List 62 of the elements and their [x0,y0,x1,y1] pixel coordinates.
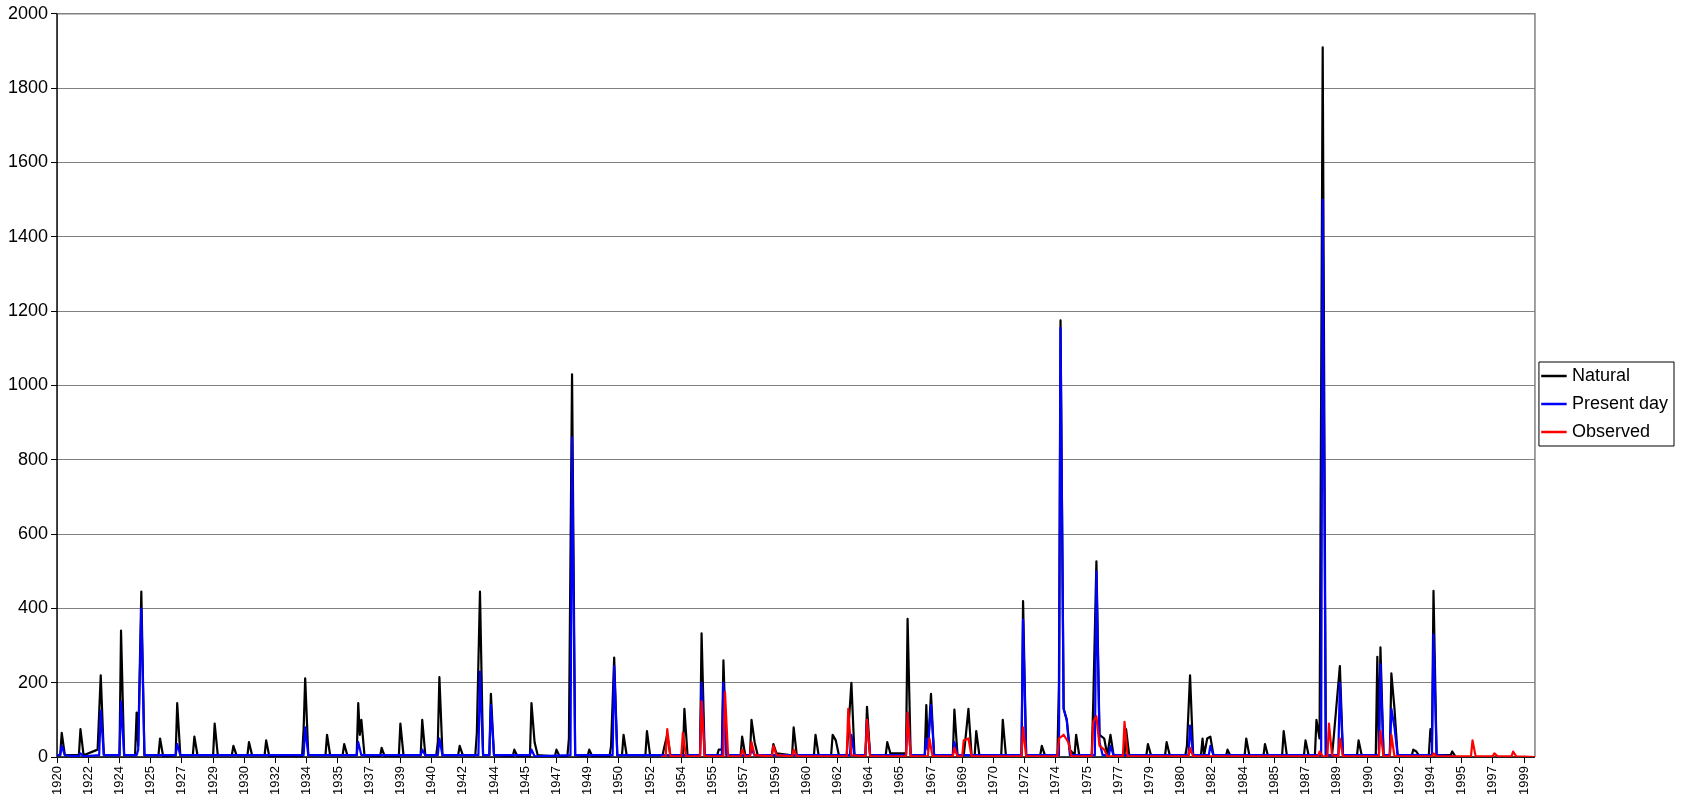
x-tick-label: 1975 [1078,766,1094,795]
x-tick-label: 1940 [423,766,439,795]
y-tick-label: 1200 [8,300,49,321]
x-tick-label: 1972 [1016,766,1032,795]
x-tick-label: 1970 [984,766,1000,795]
x-tick-label: 1930 [235,766,251,795]
y-tick-label: 400 [18,597,49,618]
x-tick-label: 1949 [579,766,595,795]
x-tick-label: 1997 [1484,766,1500,795]
x-tick-label: 1990 [1359,766,1375,795]
x-tick-label: 1980 [1172,766,1188,795]
y-tick-label: 1600 [8,151,49,172]
x-tick-label: 1992 [1390,766,1406,795]
x-tick-label: 1985 [1265,766,1281,795]
y-tick-label: 1000 [8,374,49,395]
x-tick-label: 1987 [1297,766,1313,795]
y-tick-label: 200 [18,671,49,692]
x-tick-label: 1927 [173,766,189,795]
x-tick-label: 1952 [641,766,657,795]
x-tick-label: 1944 [485,766,501,795]
y-tick-label: 1400 [8,225,49,246]
x-tick-label: 1922 [79,766,95,795]
x-tick-label: 1962 [828,766,844,795]
legend-label: Observed [1571,420,1650,441]
x-tick-label: 1942 [454,766,470,795]
x-tick-label: 1979 [1141,766,1157,795]
x-tick-label: 1994 [1421,766,1437,795]
x-tick-label: 1947 [548,766,564,795]
x-tick-label: 1999 [1515,766,1531,795]
x-tick-label: 1929 [204,766,220,795]
x-tick-label: 1964 [860,766,876,795]
x-tick-label: 1967 [922,766,938,795]
x-tick-label: 1959 [766,766,782,795]
x-tick-label: 1937 [360,766,376,795]
x-tick-label: 1950 [610,766,626,795]
legend-label: Present day [1571,392,1669,413]
x-tick-label: 1924 [111,766,127,795]
x-tick-label: 1957 [735,766,751,795]
x-tick-label: 1982 [1203,766,1219,795]
x-tick-label: 1932 [267,766,283,795]
x-tick-label: 1974 [1047,766,1063,795]
x-tick-label: 1955 [704,766,720,795]
x-tick-label: 1939 [391,766,407,795]
x-tick-label: 1989 [1328,766,1344,795]
legend-label: Natural [1571,364,1630,385]
x-tick-label: 1935 [329,766,345,795]
x-tick-label: 1969 [953,766,969,795]
y-tick-label: 800 [18,448,49,469]
x-tick-label: 1934 [298,766,314,795]
y-tick-label: 2000 [8,2,49,23]
x-tick-label: 1920 [48,766,64,795]
x-tick-label: 1995 [1453,766,1469,795]
x-tick-label: 1984 [1234,766,1250,795]
x-tick-label: 1945 [516,766,532,795]
x-tick-label: 1977 [1109,766,1125,795]
x-tick-label: 1954 [672,766,688,795]
x-tick-label: 1965 [891,766,907,795]
y-tick-label: 0 [38,746,49,767]
x-tick-label: 1960 [797,766,813,795]
y-tick-label: 1800 [8,77,49,98]
y-tick-label: 600 [18,523,49,544]
x-tick-label: 1925 [142,766,158,795]
